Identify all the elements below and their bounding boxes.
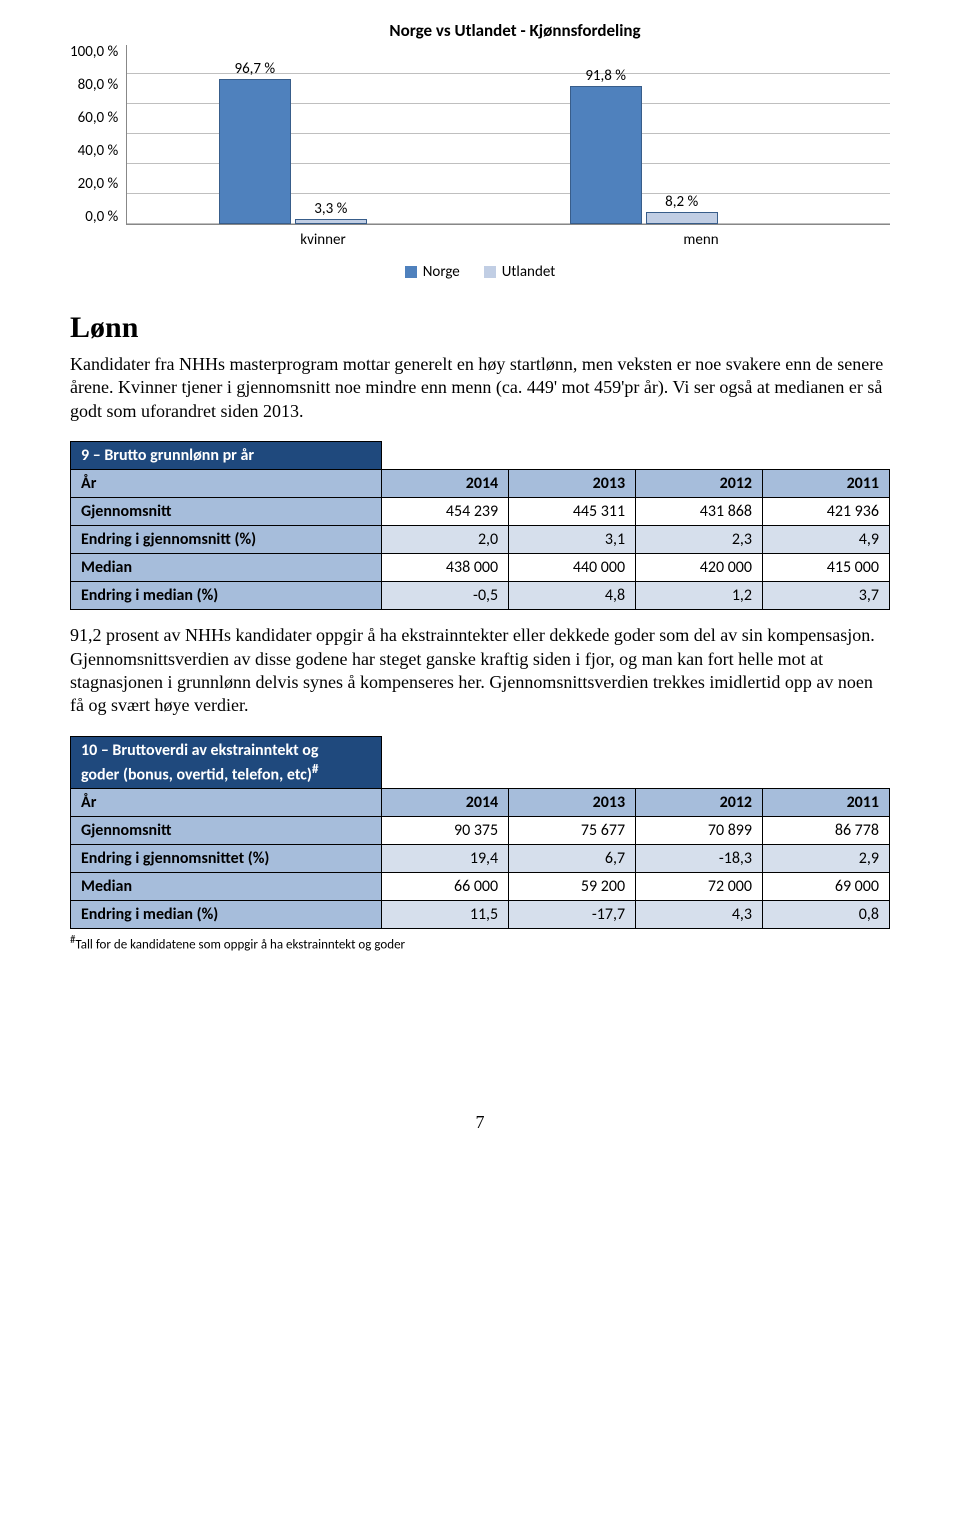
title-sup: # <box>312 760 319 777</box>
cell: 11,5 <box>382 901 509 929</box>
legend-item: Utlandet <box>484 263 555 281</box>
year-cell: 2014 <box>382 789 509 817</box>
cell: 70 899 <box>636 817 763 845</box>
table-title: 10 – Bruttoverdi av ekstrainntekt og god… <box>71 736 382 788</box>
y-tick: 80,0 % <box>78 78 119 93</box>
legend-swatch <box>484 266 496 278</box>
year-cell: 2013 <box>509 789 636 817</box>
row-label: Endring i gjennomsnittet (%) <box>71 845 382 873</box>
cell: 438 000 <box>382 554 509 582</box>
cell: -0,5 <box>382 582 509 610</box>
cell: 3,1 <box>509 526 636 554</box>
footnote: #Tall for de kandidatene som oppgir å ha… <box>70 933 890 952</box>
blank <box>382 442 890 470</box>
cell: 1,2 <box>636 582 763 610</box>
plot-area: 96,7 %3,3 %91,8 %8,2 % <box>126 45 890 225</box>
cell: 6,7 <box>509 845 636 873</box>
page-number: 7 <box>70 1112 890 1133</box>
year-cell: 2013 <box>509 470 636 498</box>
title-line: 10 – Bruttoverdi av ekstrainntekt og <box>81 741 318 760</box>
chart-title: Norge vs Utlandet - Kjønnsfordeling <box>140 20 890 41</box>
cell: 4,8 <box>509 582 636 610</box>
cell: 415 000 <box>763 554 890 582</box>
year-cell: 2011 <box>763 789 890 817</box>
year-cell: 2011 <box>763 470 890 498</box>
y-tick: 0,0 % <box>85 210 118 225</box>
cell: 2,3 <box>636 526 763 554</box>
cell: -18,3 <box>636 845 763 873</box>
cell: 59 200 <box>509 873 636 901</box>
legend-item: Norge <box>405 263 460 281</box>
cell: 420 000 <box>636 554 763 582</box>
row-label: Median <box>71 554 382 582</box>
row-label: Endring i median (%) <box>71 582 382 610</box>
row-label: Gjennomsnitt <box>71 817 382 845</box>
y-axis: 100,0 % 80,0 % 60,0 % 40,0 % 20,0 % 0,0 … <box>70 45 126 225</box>
x-label: menn <box>512 231 890 249</box>
cell: 90 375 <box>382 817 509 845</box>
row-label: Gjennomsnitt <box>71 498 382 526</box>
gender-chart: Norge vs Utlandet - Kjønnsfordeling 100,… <box>70 20 890 281</box>
paragraph: Kandidater fra NHHs masterprogram mottar… <box>70 353 890 423</box>
cell: 66 000 <box>382 873 509 901</box>
section-heading: Lønn <box>70 311 890 345</box>
row-label: Endring i median (%) <box>71 901 382 929</box>
table-grunnlonn: 9 – Brutto grunnlønn pr år År 2014 2013 … <box>70 441 890 610</box>
cell: -17,7 <box>509 901 636 929</box>
y-tick: 40,0 % <box>78 144 119 159</box>
table-ekstrainntekt: 10 – Bruttoverdi av ekstrainntekt og god… <box>70 736 890 929</box>
table-title: 9 – Brutto grunnlønn pr år <box>71 442 382 470</box>
cell: 421 936 <box>763 498 890 526</box>
cell: 4,3 <box>636 901 763 929</box>
cell: 445 311 <box>509 498 636 526</box>
x-label: kvinner <box>134 231 512 249</box>
blank <box>382 736 890 788</box>
cell: 4,9 <box>763 526 890 554</box>
legend: Norge Utlandet <box>70 263 890 281</box>
footnote-text: Tall for de kandidatene som oppgir å ha … <box>75 937 405 952</box>
cell: 72 000 <box>636 873 763 901</box>
row-label: Endring i gjennomsnitt (%) <box>71 526 382 554</box>
cell: 2,0 <box>382 526 509 554</box>
y-tick: 100,0 % <box>70 45 118 60</box>
cell: 3,7 <box>763 582 890 610</box>
cell: 86 778 <box>763 817 890 845</box>
y-tick: 20,0 % <box>78 177 119 192</box>
year-cell: 2012 <box>636 470 763 498</box>
year-cell: 2014 <box>382 470 509 498</box>
cell: 454 239 <box>382 498 509 526</box>
cell: 431 868 <box>636 498 763 526</box>
cell: 19,4 <box>382 845 509 873</box>
row-label: Median <box>71 873 382 901</box>
cell: 2,9 <box>763 845 890 873</box>
legend-label: Utlandet <box>502 263 555 281</box>
cell: 0,8 <box>763 901 890 929</box>
paragraph: 91,2 prosent av NHHs kandidater oppgir å… <box>70 624 890 718</box>
cell: 75 677 <box>509 817 636 845</box>
title-line: goder (bonus, overtid, telefon, etc) <box>81 765 312 784</box>
cell: 69 000 <box>763 873 890 901</box>
y-tick: 60,0 % <box>78 111 119 126</box>
legend-swatch <box>405 266 417 278</box>
legend-label: Norge <box>423 263 460 281</box>
year-label: År <box>71 470 382 498</box>
year-label: År <box>71 789 382 817</box>
cell: 440 000 <box>509 554 636 582</box>
year-cell: 2012 <box>636 789 763 817</box>
